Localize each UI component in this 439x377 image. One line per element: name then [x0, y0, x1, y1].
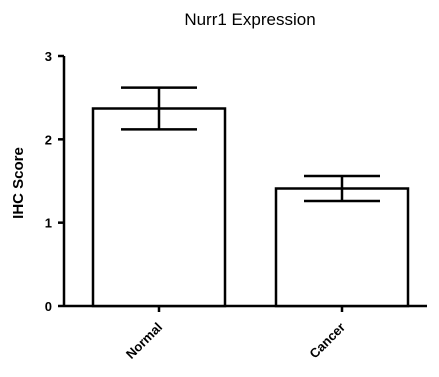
x-tick-label-cancer: Cancer: [306, 320, 348, 362]
x-tick-label-normal: Normal: [123, 320, 165, 362]
y-axis-label: IHC Score: [10, 147, 27, 219]
chart-title: Nurr1 Expression: [184, 10, 315, 29]
y-tick-label: 3: [45, 49, 52, 64]
y-tick-label: 1: [45, 216, 52, 231]
y-tick-label: 0: [45, 299, 52, 314]
bar-cancer: [274, 187, 410, 308]
y-tick-label: 2: [45, 132, 52, 147]
plot-area: 0 1 2 3 Normal Cancer: [45, 49, 427, 362]
bar-normal: [91, 107, 227, 308]
